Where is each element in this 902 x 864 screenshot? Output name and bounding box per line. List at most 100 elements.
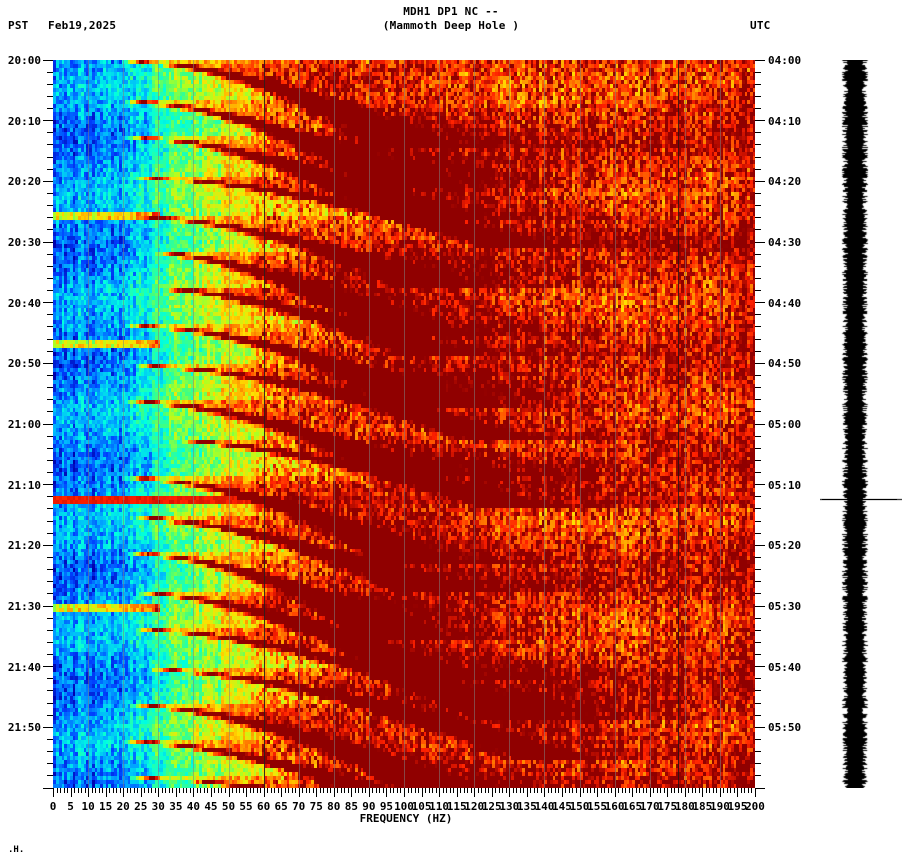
freq-major-tick	[667, 788, 669, 797]
time-minor-tick	[755, 229, 761, 231]
time-minor-tick	[755, 738, 761, 740]
freq-tick-label: 25	[134, 800, 148, 813]
time-minor-tick	[47, 738, 53, 740]
time-minor-tick	[755, 144, 761, 146]
freq-minor-tick	[575, 788, 577, 793]
spectrogram-plot[interactable]	[53, 60, 755, 788]
right-time-tick-label: 04:50	[768, 357, 802, 371]
freq-major-tick	[439, 788, 441, 797]
freq-major-tick	[632, 788, 634, 797]
freq-minor-tick	[309, 788, 311, 793]
time-minor-tick	[47, 338, 53, 340]
freq-minor-tick	[323, 788, 325, 793]
freq-tick-label: 150	[569, 800, 590, 813]
freq-tick-label: 0	[49, 800, 57, 813]
freq-minor-tick	[572, 788, 574, 793]
freq-minor-tick	[670, 788, 672, 793]
right-time-tick-label: 04:40	[768, 296, 802, 310]
freq-minor-tick	[116, 788, 118, 793]
freq-minor-tick	[288, 788, 290, 793]
time-major-tick	[43, 120, 53, 122]
time-major-tick	[755, 302, 765, 304]
time-minor-tick	[755, 83, 761, 85]
time-major-tick	[755, 241, 765, 243]
time-minor-tick	[755, 314, 761, 316]
freq-minor-tick	[95, 788, 97, 793]
freq-minor-tick	[109, 788, 111, 793]
freq-tick-label: 145	[552, 800, 572, 813]
freq-minor-tick	[481, 788, 483, 793]
amplitude-trace-canvas	[820, 60, 902, 788]
time-minor-tick	[755, 387, 761, 389]
freq-minor-tick	[533, 788, 535, 793]
time-major-tick	[755, 59, 765, 61]
freq-minor-tick	[688, 788, 690, 793]
freq-tick-label: 15	[99, 800, 113, 813]
left-time-tick-label: 21:50	[7, 721, 41, 735]
freq-minor-tick	[505, 788, 507, 793]
right-time-tick-label: 04:10	[768, 114, 802, 128]
freq-minor-tick	[740, 788, 742, 793]
freq-major-tick	[368, 788, 370, 797]
freq-major-tick	[755, 788, 756, 797]
freq-minor-tick	[189, 788, 191, 793]
date-label: Feb19,2025	[48, 19, 117, 32]
freq-major-tick	[316, 788, 318, 797]
left-time-tick-label: 21:30	[7, 600, 41, 613]
freq-minor-tick	[495, 788, 497, 793]
freq-minor-tick	[330, 788, 332, 793]
freq-minor-tick	[530, 788, 532, 793]
freq-minor-tick	[751, 788, 753, 793]
time-minor-tick	[47, 472, 53, 474]
freq-tick-label: 75	[309, 800, 323, 813]
freq-minor-tick	[214, 788, 216, 793]
freq-major-tick	[614, 788, 616, 797]
time-minor-tick	[47, 520, 53, 522]
freq-minor-tick	[646, 788, 648, 793]
freq-minor-tick	[414, 788, 416, 793]
time-major-tick	[43, 605, 53, 607]
time-minor-tick	[755, 775, 761, 777]
time-minor-tick	[47, 217, 53, 219]
freq-tick-label: 125	[481, 800, 502, 813]
time-minor-tick	[47, 751, 53, 753]
time-major-tick	[755, 605, 765, 607]
time-minor-tick	[47, 156, 53, 158]
time-minor-tick	[47, 374, 53, 376]
time-minor-tick	[47, 702, 53, 704]
time-major-tick	[755, 362, 765, 364]
right-time-tick-label: 05:10	[768, 478, 802, 492]
freq-tick-label: 115	[446, 800, 467, 813]
freq-minor-tick	[418, 788, 420, 793]
time-minor-tick	[755, 290, 761, 292]
freq-tick-label: 30	[151, 800, 165, 813]
time-major-tick	[755, 423, 765, 425]
freq-minor-tick	[523, 788, 525, 793]
left-time-tick-label: 21:00	[7, 418, 41, 431]
right-time-tick-label: 04:00	[768, 54, 802, 67]
time-major-tick	[43, 302, 53, 304]
freq-major-tick	[70, 788, 72, 797]
time-minor-tick	[47, 132, 53, 134]
freq-minor-tick	[354, 788, 356, 793]
freq-tick-label: 155	[587, 800, 607, 813]
time-minor-tick	[755, 265, 761, 267]
freq-major-tick	[561, 788, 563, 797]
freq-major-tick	[544, 788, 546, 797]
freq-tick-label: 170	[639, 800, 660, 813]
freq-tick-label: 120	[464, 800, 485, 813]
time-minor-tick	[755, 678, 761, 680]
freq-minor-tick	[698, 788, 700, 793]
time-minor-tick	[47, 508, 53, 510]
freq-minor-tick	[67, 788, 69, 793]
freq-major-tick	[263, 788, 265, 797]
time-minor-tick	[47, 95, 53, 97]
freq-major-tick	[298, 788, 300, 797]
freq-minor-tick	[256, 788, 258, 793]
time-minor-tick	[755, 702, 761, 704]
freq-minor-tick	[660, 788, 662, 793]
spectrogram-canvas	[53, 60, 755, 788]
time-major-tick	[43, 787, 53, 789]
freq-major-tick	[281, 788, 283, 797]
time-minor-tick	[47, 496, 53, 498]
